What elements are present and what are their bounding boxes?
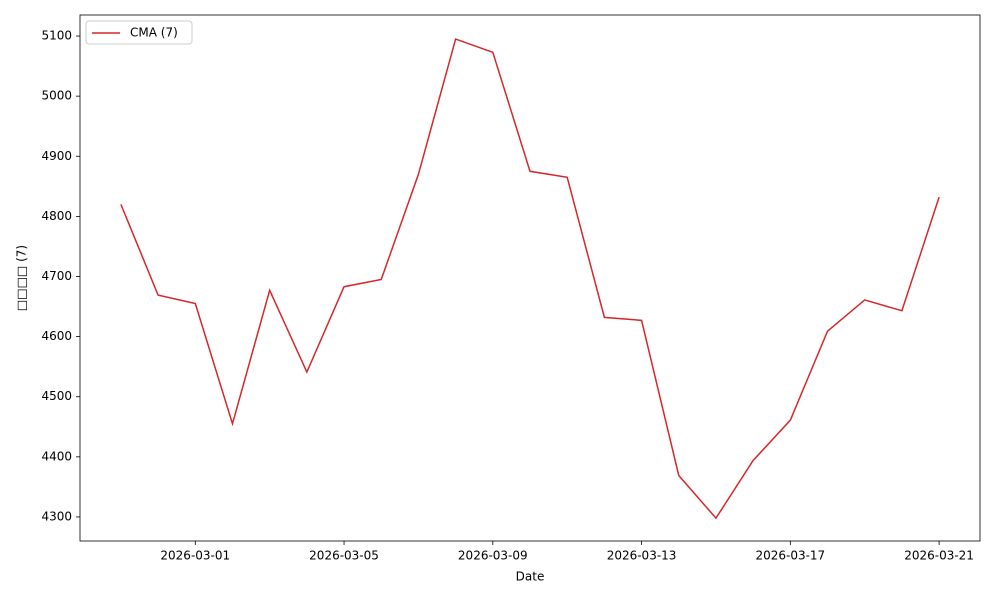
y-tick-label: 4500 xyxy=(41,389,72,403)
y-tick-label: 4300 xyxy=(41,509,72,523)
x-axis-label: Date xyxy=(516,570,545,584)
x-tick-label: 2026-03-17 xyxy=(755,549,825,563)
y-tick-label: 5100 xyxy=(41,29,72,43)
x-tick-label: 2026-03-21 xyxy=(904,549,974,563)
y-tick-label: 4800 xyxy=(41,209,72,223)
y-tick-label: 4900 xyxy=(41,149,72,163)
x-tick-label: 2026-03-09 xyxy=(458,549,528,563)
y-tick-label: 4700 xyxy=(41,269,72,283)
legend-box xyxy=(85,20,193,45)
x-tick-label: 2026-03-13 xyxy=(607,549,677,563)
x-tick-label: 2026-03-01 xyxy=(160,549,230,563)
y-tick-label: 4600 xyxy=(41,329,72,343)
x-tick-label: 2026-03-05 xyxy=(309,549,379,563)
legend-label: CMA (7) xyxy=(130,26,178,40)
series-line xyxy=(120,38,940,520)
y-tick-label: 5000 xyxy=(41,89,72,103)
y-tick-label: 4400 xyxy=(41,449,72,463)
y-axis-label: □□□□ (7) xyxy=(15,245,29,311)
axes-frame xyxy=(79,14,981,542)
